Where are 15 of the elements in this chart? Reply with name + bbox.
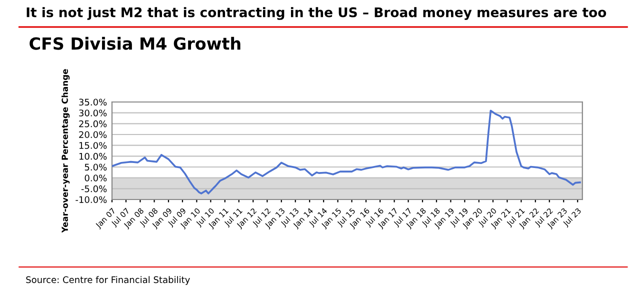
y-tick-label: 20.0% [79,131,107,138]
y-axis-title: Year-over-year Percentage Change [62,69,70,233]
y-tick-label: 15.0% [79,142,107,149]
y-tick-label: 0.0% [84,174,107,182]
y-tick-label: 10.0% [79,152,107,160]
y-tick-label: 30.0% [79,110,107,116]
line-series [112,110,581,194]
y-tick-label: -10.0% [76,196,107,204]
y-tick-label: 5.0% [84,164,107,171]
y-tick-label: -5.0% [81,185,107,192]
y-tick-label: 25.0% [79,120,107,128]
source-note: Source: Centre for Financial Stability [26,276,190,285]
chart-title: It is not just M2 that is contracting in the US – Broad money measures are too [26,7,606,20]
y-tick-label: 35.0% [79,98,107,106]
chart-subtitle: CFS Divisia M4 Growth [30,36,240,50]
